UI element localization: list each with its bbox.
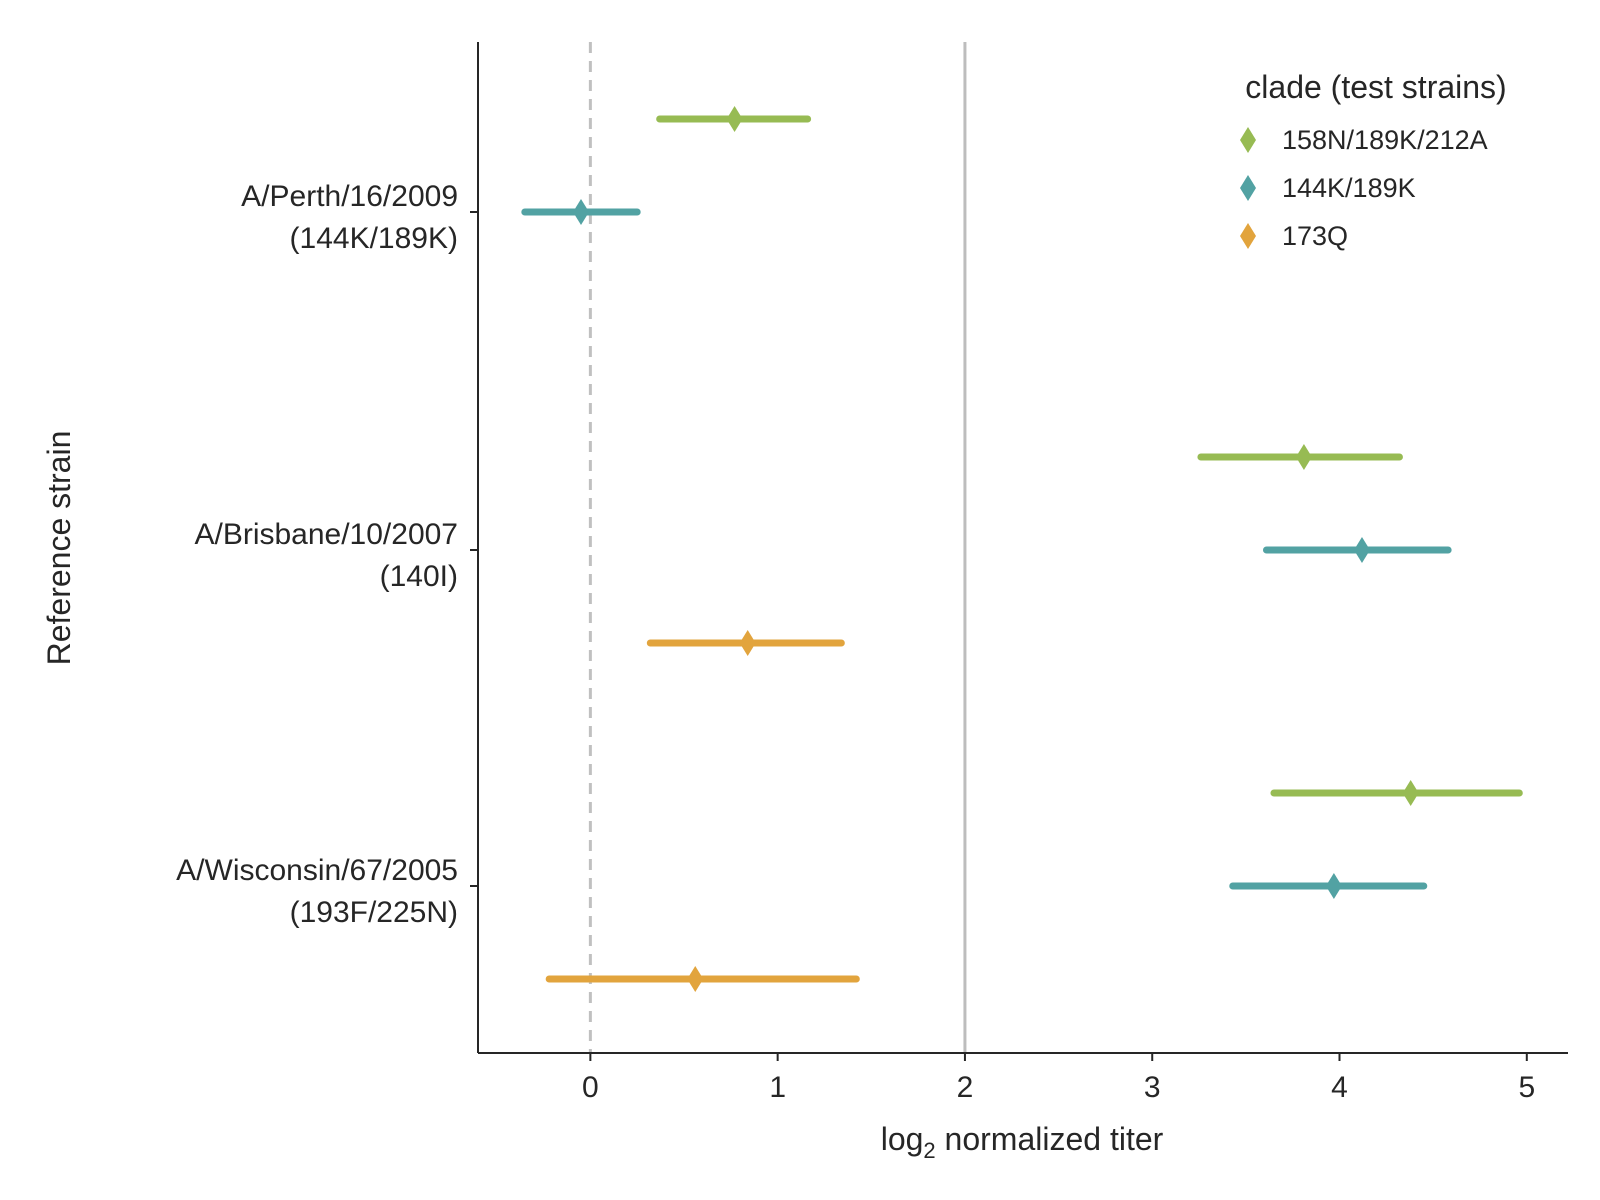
x-ticks: 0 1 2 3 4 5 [582,1053,1535,1104]
series-0 [656,106,1523,806]
data-point [1402,780,1419,806]
x-tick-label: 4 [1331,1071,1348,1104]
x-tick-label: 2 [957,1071,974,1104]
x-tick-label: 5 [1518,1071,1535,1104]
legend-label: 144K/189K [1282,173,1416,203]
legend-marker [1240,175,1256,201]
x-tick-label: 1 [769,1071,786,1104]
series-2 [545,630,860,992]
data-point [1295,444,1312,470]
y-axis-title: Reference strain [41,431,77,666]
data-point [1325,873,1342,899]
x-axis-title: log2 normalized titer [881,1121,1164,1163]
x-tick-label: 0 [582,1071,599,1104]
data-point [726,106,743,132]
legend-label: 158N/189K/212A [1282,125,1488,155]
data-point [739,630,756,656]
data-point [1353,537,1370,563]
y-tick-label-line1: A/Wisconsin/67/2005 [176,854,458,887]
legend: clade (test strains) 158N/189K/212A 144K/… [1240,69,1507,251]
legend-label: 173Q [1282,221,1348,251]
y-tick-label-line2: (144K/189K) [290,222,458,255]
y-tick-label-line2: (193F/225N) [290,896,458,929]
legend-marker [1240,223,1256,249]
y-tick-label-line2: (140I) [380,560,458,593]
y-ticks: A/Perth/16/2009 (144K/189K) A/Brisbane/10/… [176,180,478,929]
series-layer [521,106,1523,992]
y-tick-label-line1: A/Brisbane/10/2007 [194,518,458,551]
legend-marker [1240,127,1256,153]
data-point [573,199,590,225]
y-tick-label-line1: A/Perth/16/2009 [241,180,458,213]
legend-title: clade (test strains) [1245,69,1506,105]
data-point [687,966,704,992]
reference-lines [588,42,967,1053]
x-tick-label: 3 [1144,1071,1161,1104]
axes [477,42,1568,1054]
series-1 [521,199,1452,899]
